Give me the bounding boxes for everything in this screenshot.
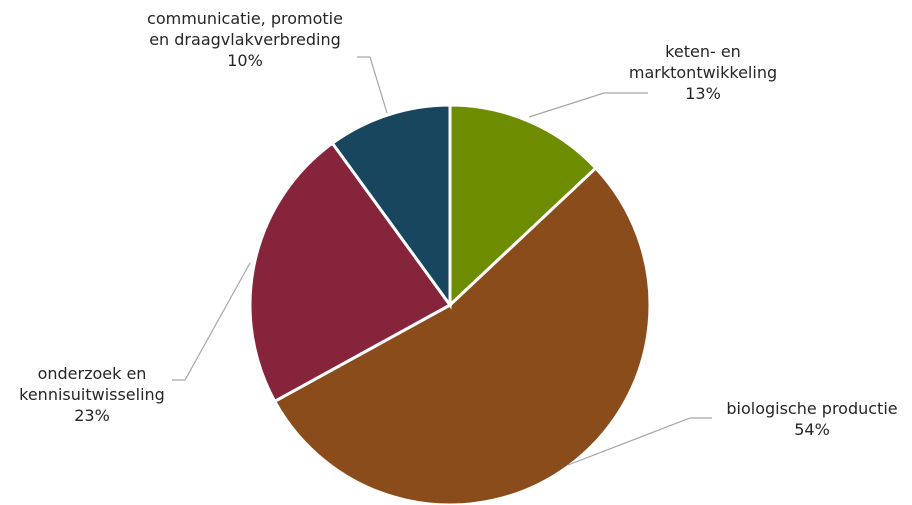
data-label-biologische-productie: biologische productie 54% bbox=[726, 399, 897, 439]
leader-line-keten-en-marktontwikkeling bbox=[528, 92, 648, 118]
data-label-communicatie-promotie-en-draagvlakverbreding: communicatie, promotie en draagvlakverbre… bbox=[147, 9, 343, 70]
data-label-onderzoek-en-kennisuitwisseling: onderzoek en kennisuitwisseling 23% bbox=[19, 364, 165, 425]
data-label-keten-en-marktontwikkeling: keten- en marktontwikkeling 13% bbox=[629, 42, 777, 103]
slice-label-line: biologische productie bbox=[726, 399, 897, 418]
slice-biologische-productie bbox=[272, 165, 652, 505]
slice-onderzoek-en-kennisuitwisseling bbox=[248, 141, 453, 404]
slice-percentage: 54% bbox=[794, 420, 830, 439]
slice-label-line: onderzoek en bbox=[38, 364, 147, 383]
slice-label-line: communicatie, promotie bbox=[147, 9, 343, 28]
slice-percentage: 13% bbox=[685, 84, 721, 103]
slice-keten-en-marktontwikkeling bbox=[448, 103, 598, 309]
slice-percentage: 23% bbox=[74, 406, 110, 425]
slice-label-line: keten- en bbox=[665, 42, 741, 61]
leader-line-communicatie-promotie-en-draagvlakverbreding bbox=[357, 56, 388, 114]
leader-lines bbox=[172, 56, 712, 466]
slice-labels: keten- en marktontwikkeling 13% biologische… bbox=[19, 9, 897, 439]
slice-label-line: kennisuitwisseling bbox=[19, 385, 165, 404]
slice-percentage: 10% bbox=[227, 51, 263, 70]
leader-line-onderzoek-en-kennisuitwisseling bbox=[172, 262, 251, 381]
leader-line-biologische-productie bbox=[567, 417, 712, 466]
slice-label-line: en draagvlakverbreding bbox=[149, 30, 341, 49]
slice-communicatie-promotie-en-draagvlakverbreding bbox=[330, 103, 452, 310]
slice-label-line: marktontwikkeling bbox=[629, 63, 777, 82]
pie-slices bbox=[248, 103, 652, 505]
